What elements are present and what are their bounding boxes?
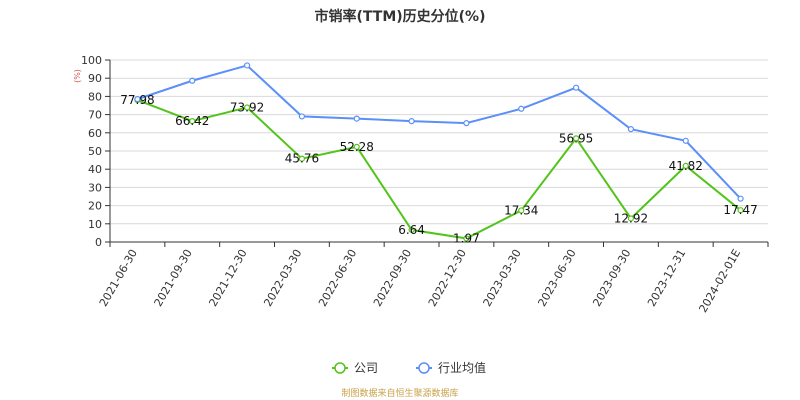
y-tick-label: 30 (88, 181, 102, 194)
y-tick-label: 40 (88, 163, 102, 176)
data-point (134, 96, 141, 103)
series-line (137, 99, 742, 240)
legend-marker (418, 362, 430, 374)
legend[interactable]: 公司 行业均值 (332, 360, 486, 375)
x-tick-label: 2023-09-30 (590, 247, 633, 309)
data-point (463, 235, 470, 242)
x-tick-label: 2022-06-30 (316, 247, 359, 309)
data-point (298, 155, 306, 162)
data-point (737, 207, 744, 214)
y-axis-unit: (%) (73, 69, 82, 83)
series-line (137, 64, 742, 200)
legend-label: 行业均值 (438, 360, 486, 375)
axes (105, 59, 769, 247)
data-point (572, 84, 580, 91)
data-point (627, 126, 635, 133)
y-tick-label: 90 (88, 72, 102, 85)
x-tick-label: 2021-09-30 (152, 247, 195, 309)
x-tick-label: 2021-06-30 (97, 247, 140, 309)
x-tick-label: 2023-03-30 (481, 247, 524, 309)
data-point (243, 62, 251, 69)
grid-lines (110, 59, 768, 243)
data-point (737, 195, 744, 202)
data-label: 45.76 (285, 152, 319, 166)
data-label: 12.92 (614, 211, 648, 225)
legend-item[interactable]: 公司 (332, 361, 378, 375)
data-point (682, 137, 689, 144)
y-tick-label: 80 (88, 90, 102, 103)
data-label: 73.92 (230, 100, 264, 114)
data-label: 17.47 (723, 203, 757, 217)
data-label: 17.34 (504, 203, 538, 217)
x-tick-label: 2021-12-30 (206, 247, 249, 309)
data-point (243, 104, 251, 111)
data-label: 1.97 (453, 231, 480, 245)
y-tick-labels: 0 10 20 30 40 50 60 70 80 90 100 (81, 54, 102, 249)
x-tick-label: 2022-09-30 (371, 247, 414, 309)
data-point (189, 77, 196, 84)
legend-item[interactable]: 行业均值 (416, 360, 486, 375)
data-point (353, 115, 360, 122)
x-tick-label: 2022-12-30 (426, 247, 469, 309)
x-tick-labels: 2021-06-30 2021-09-30 2021-12-30 2022-03-30… (97, 247, 743, 315)
data-point (627, 215, 635, 222)
series-layer (134, 62, 744, 242)
data-label: 41.82 (669, 159, 703, 173)
data-point (189, 118, 196, 125)
source-note: 制图数据来自恒生聚源数据库 (341, 389, 459, 399)
x-tick-label: 2024-02-01E (696, 247, 743, 315)
data-label: 52.28 (340, 140, 374, 154)
data-point (518, 207, 525, 214)
data-label: 6.64 (398, 223, 425, 237)
data-labels: 77.98 66.42 73.92 45.76 52.28 6.64 1.97 17.34 56… (120, 93, 758, 245)
x-tick-label: 2023-12-31 (645, 247, 688, 309)
x-tick-label: 2023-06-30 (535, 247, 578, 309)
data-point (353, 143, 360, 150)
data-point (518, 105, 525, 112)
y-tick-label: 0 (95, 236, 102, 249)
data-label: 77.98 (120, 93, 154, 107)
y-tick-label: 50 (88, 145, 102, 158)
data-label: 66.42 (175, 114, 209, 128)
y-tick-label: 100 (81, 54, 102, 67)
data-point (408, 118, 415, 125)
chart-title: 市销率(TTM)历史分位(%) (315, 8, 486, 25)
y-tick-label: 20 (88, 200, 102, 213)
data-point (682, 162, 689, 169)
data-point (572, 135, 580, 142)
data-label: 56.95 (559, 131, 593, 145)
y-tick-label: 70 (88, 109, 102, 122)
legend-marker (334, 362, 346, 374)
legend-label: 公司 (354, 361, 378, 375)
y-tick-label: 10 (88, 218, 102, 231)
x-tick-label: 2022-03-30 (261, 247, 304, 309)
data-point (408, 226, 415, 234)
data-point (463, 120, 470, 127)
y-tick-label: 60 (88, 127, 102, 140)
data-point (298, 113, 306, 120)
